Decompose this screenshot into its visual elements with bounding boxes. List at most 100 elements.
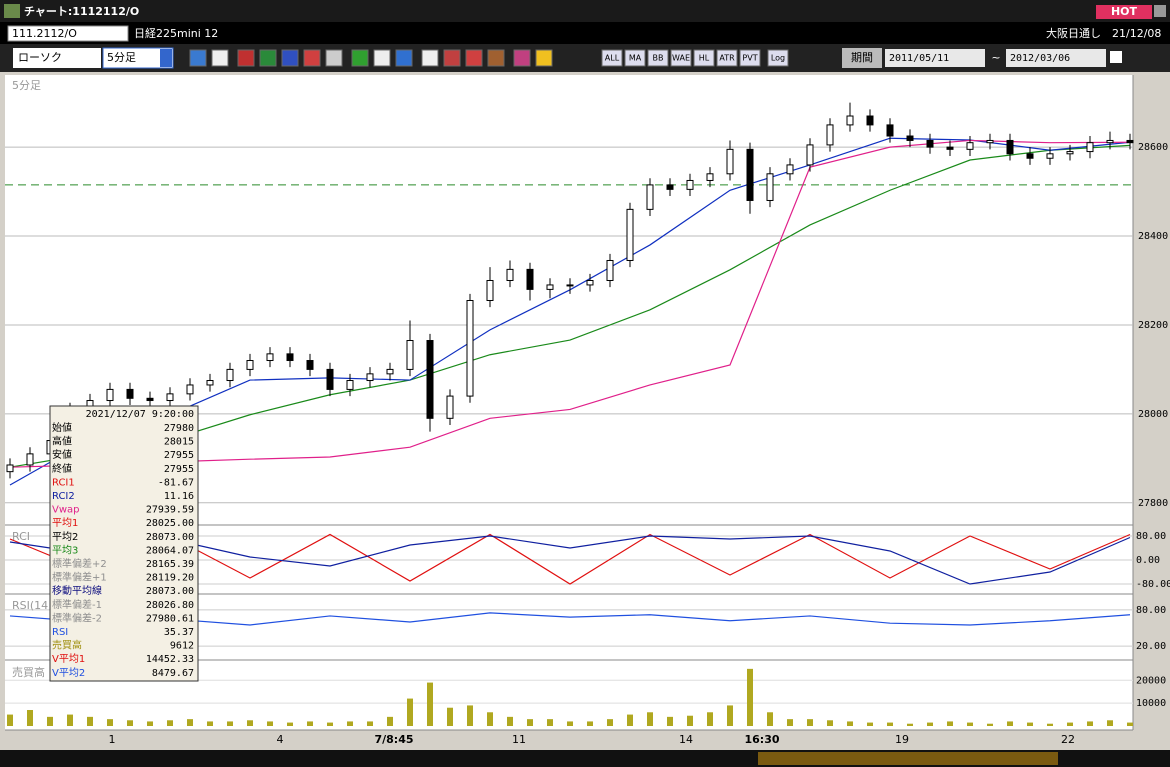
tool-icon[interactable] — [739, 49, 761, 67]
volume-bar — [487, 712, 493, 726]
instrument: 日経225mini 12 — [134, 27, 218, 40]
candle-body — [806, 144, 814, 166]
tilde: ~ — [991, 51, 1000, 64]
volume-bar — [547, 719, 553, 726]
tool-icon[interactable] — [395, 49, 413, 67]
code-input[interactable] — [7, 25, 129, 42]
tool-icon[interactable] — [624, 49, 646, 67]
volume-bar — [627, 714, 633, 726]
volume-bar — [407, 698, 413, 726]
candle-body — [146, 397, 154, 402]
volume-bar — [767, 712, 773, 726]
tool-icon[interactable] — [421, 49, 439, 67]
candle-body — [526, 268, 534, 290]
info-value: 28165.39 — [146, 559, 194, 570]
tool-icon[interactable] — [211, 49, 229, 67]
tool-icon-label: MA — [629, 54, 642, 63]
volume-bar — [827, 720, 833, 726]
tool-icon[interactable] — [259, 49, 277, 67]
volume-bar — [427, 682, 433, 726]
tool-icon[interactable] — [601, 49, 623, 67]
tool-icon[interactable] — [535, 49, 553, 67]
volume-bar — [787, 719, 793, 726]
candle-body — [846, 115, 854, 126]
candle-body — [106, 388, 114, 402]
info-label: 終値 — [52, 462, 72, 475]
candle-body — [626, 208, 634, 261]
toolbar-1 — [0, 22, 1170, 44]
candle-body — [1046, 153, 1054, 159]
candle-body — [226, 368, 234, 382]
candle-body — [1026, 153, 1034, 159]
volume-bar — [967, 722, 973, 726]
tool-icon[interactable] — [465, 49, 483, 67]
tool-icon[interactable] — [513, 49, 531, 67]
tool-icon[interactable] — [281, 49, 299, 67]
x-tick-label: 1 — [109, 733, 116, 746]
chart-kind: ローソク — [18, 51, 62, 64]
tool-icon[interactable] — [351, 49, 369, 67]
tool-icon[interactable] — [373, 49, 391, 67]
kind-select[interactable] — [13, 48, 101, 68]
to-input[interactable] — [1006, 49, 1106, 67]
volume-bar — [747, 668, 753, 726]
y-tick-label: 28400 — [1138, 231, 1168, 242]
hot-badge[interactable] — [1096, 5, 1152, 19]
tool-icon[interactable] — [443, 49, 461, 67]
candle-body — [606, 259, 614, 281]
tool-icon[interactable] — [237, 49, 255, 67]
info-value: 9612 — [170, 641, 194, 652]
volume-bar — [67, 714, 73, 726]
volume-bar — [667, 716, 673, 726]
candle-body — [926, 139, 934, 148]
tool-icon[interactable] — [325, 49, 343, 67]
info-label: 高値 — [52, 435, 72, 448]
tool-icon[interactable] — [716, 49, 738, 67]
close-button[interactable] — [1154, 5, 1166, 17]
info-value: 28015 — [164, 437, 194, 448]
y-tick-label: 27800 — [1138, 498, 1168, 509]
volume-bar — [947, 721, 953, 726]
volume-bar — [467, 705, 473, 726]
candle-body — [766, 173, 774, 201]
tool-icon[interactable] — [693, 49, 715, 67]
y-tick-label: 28000 — [1138, 409, 1168, 420]
tool-icon[interactable] — [487, 49, 505, 67]
tool-icon[interactable] — [767, 49, 789, 67]
candle-body — [1126, 139, 1134, 144]
x-tick-label: 22 — [1061, 733, 1075, 746]
candle-body — [126, 388, 134, 399]
volume-bar — [287, 722, 293, 726]
tool-icon-label: PVT — [742, 54, 757, 63]
info-value: 28025.00 — [146, 518, 194, 529]
info-value: 28073.00 — [146, 532, 194, 543]
scroll-thumb[interactable] — [758, 752, 1058, 765]
tool-icon[interactable] — [189, 49, 207, 67]
info-value: 35.37 — [164, 627, 194, 638]
period-select[interactable] — [102, 47, 174, 69]
volume-bar — [1127, 722, 1133, 726]
candle-body — [486, 279, 494, 302]
tool-icon[interactable] — [647, 49, 669, 67]
volume-bar — [1007, 721, 1013, 726]
from-input[interactable] — [885, 49, 985, 67]
volume-bar — [1067, 722, 1073, 726]
checkbox[interactable] — [1110, 51, 1122, 63]
candle-body — [346, 380, 354, 390]
tool-icon[interactable] — [670, 49, 692, 67]
info-value: 28026.80 — [146, 600, 194, 611]
volume-bar — [267, 721, 273, 726]
code: 111.2112/O — [12, 27, 77, 40]
volume-bar — [147, 721, 153, 726]
tool-icon[interactable] — [303, 49, 321, 67]
info-label: V平均1 — [52, 653, 85, 665]
info-label: Vwap — [52, 505, 80, 516]
range-button[interactable] — [842, 48, 882, 68]
volume-bar — [247, 720, 253, 726]
volume-bar — [927, 722, 933, 726]
volume-bar — [847, 721, 853, 726]
candle-body — [686, 179, 694, 190]
volume-bar — [1087, 721, 1093, 726]
info-value: 28073.00 — [146, 586, 194, 597]
